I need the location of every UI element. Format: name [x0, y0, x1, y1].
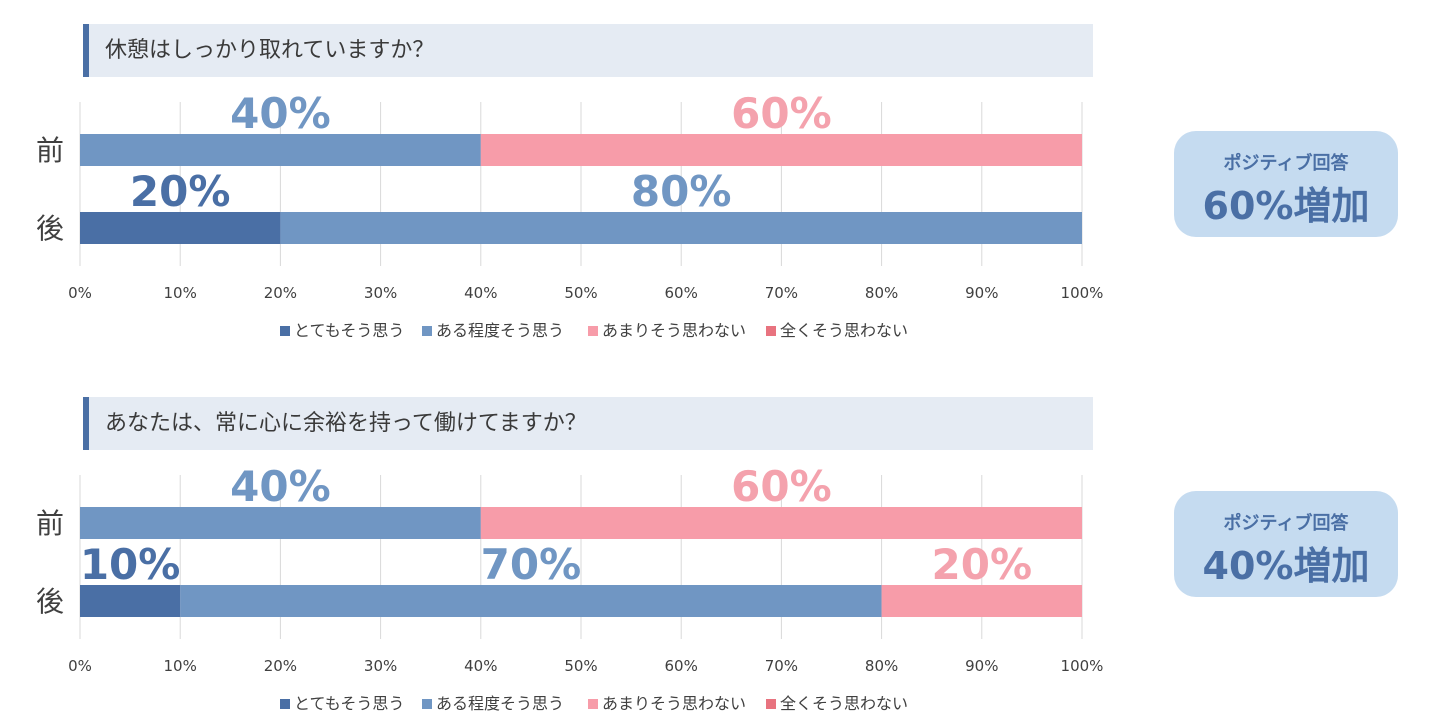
legend-label: ある程度そう思う	[436, 321, 564, 340]
data-label: 20%	[130, 167, 231, 216]
stacked-bar-chart-1: 0% 10% 20% 30% 40% 50% 60% 70% 80% 90% 100% 前 40% 60%…	[36, 89, 1104, 340]
legend-label: あまりそう思わない	[602, 694, 746, 713]
x-tick-label: 80%	[865, 284, 898, 302]
x-tick-label: 40%	[464, 657, 497, 675]
legend-label: とてもそう思う	[294, 321, 404, 340]
bar-segment	[80, 585, 181, 617]
x-tick-label: 70%	[765, 284, 798, 302]
chart-title: 休憩はしっかり取れていますか？	[105, 38, 435, 63]
data-label: 70%	[481, 540, 582, 589]
x-tick-label: 0%	[68, 284, 92, 302]
positive-badge-2: ポジティブ回答 40%増加	[1174, 491, 1398, 597]
bar-segment	[80, 212, 281, 244]
x-tick-label: 30%	[364, 657, 397, 675]
bar-segment	[480, 507, 1082, 539]
category-label: 後	[36, 212, 64, 245]
x-tick-label: 10%	[164, 284, 197, 302]
x-tick-label: 100%	[1061, 657, 1104, 675]
x-tick-label: 50%	[564, 284, 597, 302]
x-tick-label: 60%	[665, 284, 698, 302]
x-tick-label: 10%	[164, 657, 197, 675]
legend-label: とてもそう思う	[294, 694, 404, 713]
bar-segment	[280, 212, 1082, 244]
bar-segment	[180, 585, 882, 617]
x-tick-label: 30%	[364, 284, 397, 302]
x-tick-label: 60%	[665, 657, 698, 675]
data-label: 60%	[731, 462, 832, 511]
x-tick-label: 20%	[264, 284, 297, 302]
legend-swatch	[280, 699, 290, 709]
x-tick-label: 50%	[564, 657, 597, 675]
badge-value: 40%増加	[1202, 544, 1370, 588]
legend-label: ある程度そう思う	[436, 694, 564, 713]
data-label: 10%	[80, 540, 181, 589]
legend-swatch	[280, 326, 290, 336]
question-title-1: 休憩はしっかり取れていますか？	[83, 24, 1093, 77]
badge-value: 60%増加	[1202, 184, 1370, 228]
x-tick-label: 0%	[68, 657, 92, 675]
x-tick-label: 90%	[965, 284, 998, 302]
badge-label: ポジティブ回答	[1223, 513, 1349, 534]
legend-label: あまりそう思わない	[602, 321, 746, 340]
data-label: 20%	[932, 540, 1033, 589]
category-label: 前	[36, 507, 64, 540]
chart-title: あなたは、常に心に余裕を持って働けてますか？	[105, 411, 587, 436]
legend-label: 全くそう思わない	[780, 694, 908, 713]
bar-segment	[80, 134, 481, 166]
x-tick-label: 90%	[965, 657, 998, 675]
data-label: 80%	[631, 167, 732, 216]
data-label: 40%	[230, 462, 331, 511]
legend-swatch	[588, 326, 598, 336]
stacked-bar-chart-2: 0% 10% 20% 30% 40% 50% 60% 70% 80% 90% 100% 前 40% 60%…	[36, 462, 1104, 713]
category-label: 前	[36, 134, 64, 167]
x-tick-label: 40%	[464, 284, 497, 302]
badge-label: ポジティブ回答	[1223, 153, 1349, 174]
legend-swatch	[422, 326, 432, 336]
x-tick-label: 20%	[264, 657, 297, 675]
x-tick-label: 70%	[765, 657, 798, 675]
question-title-2: あなたは、常に心に余裕を持って働けてますか？	[83, 397, 1093, 450]
legend-swatch	[422, 699, 432, 709]
bar-segment	[80, 507, 481, 539]
x-tick-label: 100%	[1061, 284, 1104, 302]
bar-segment	[881, 585, 1082, 617]
data-label: 40%	[230, 89, 331, 138]
x-tick-label: 80%	[865, 657, 898, 675]
bar-segment	[480, 134, 1082, 166]
legend-swatch	[766, 699, 776, 709]
legend-swatch	[588, 699, 598, 709]
category-label: 後	[36, 585, 64, 618]
positive-badge-1: ポジティブ回答 60%増加	[1174, 131, 1398, 237]
legend-swatch	[766, 326, 776, 336]
data-label: 60%	[731, 89, 832, 138]
legend-label: 全くそう思わない	[780, 321, 908, 340]
